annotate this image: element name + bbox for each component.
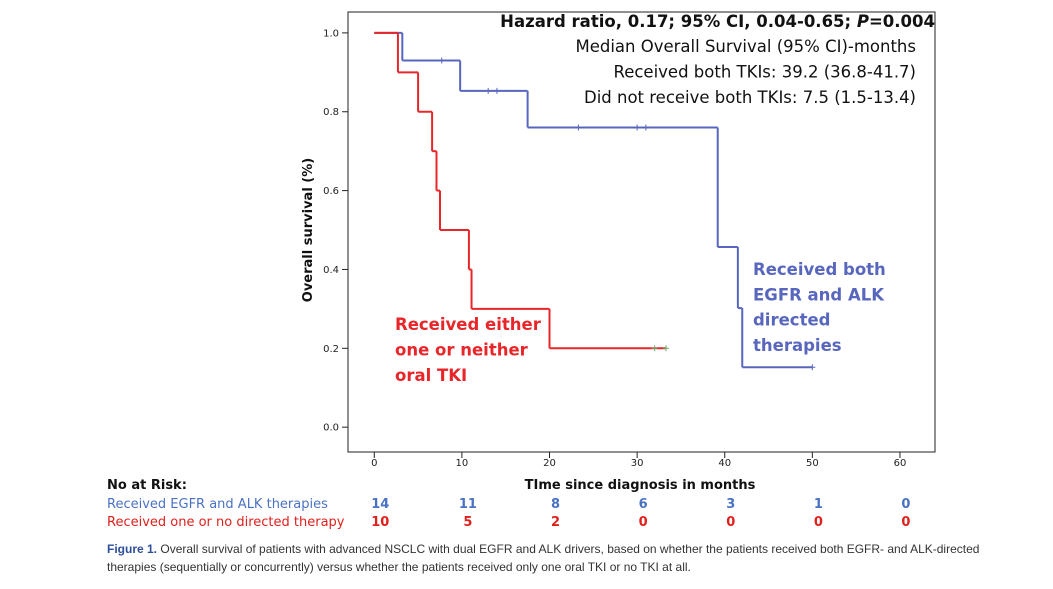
at-risk-row-name: Received EGFR and ALK therapies — [107, 497, 328, 512]
at-risk-count: 14 — [371, 497, 389, 512]
hazard-text: Hazard ratio, 0.17; 95% CI, 0.04-0.65; — [500, 12, 857, 31]
annotation-line: Received both TKIs: 39.2 (36.8-41.7) — [613, 63, 916, 82]
p-label: P — [857, 12, 869, 31]
y-tick-label: 0.4 — [323, 265, 339, 276]
censor-mark — [493, 87, 500, 94]
x-tick-label: 60 — [894, 458, 907, 469]
caption: Figure 1. Overall survival of patients w… — [107, 540, 1022, 576]
hazard-line: Hazard ratio, 0.17; 95% CI, 0.04-0.65; P… — [500, 12, 935, 31]
y-axis-label: Overall survival (%) — [301, 158, 316, 302]
at-risk-count: 5 — [463, 515, 472, 530]
at-risk-count: 0 — [901, 515, 910, 530]
x-tick-label: 10 — [456, 458, 469, 469]
censor-mark — [438, 57, 445, 64]
at-risk-count: 1 — [814, 497, 823, 512]
censor-mark — [809, 364, 816, 371]
x-tick-label: 40 — [718, 458, 731, 469]
at-risk-count: 0 — [639, 515, 648, 530]
curve-label: directed — [753, 311, 830, 330]
x-tick-label: 30 — [631, 458, 644, 469]
at-risk-count: 10 — [371, 515, 389, 530]
x-tick-label: 20 — [543, 458, 556, 469]
curve-label: therapies — [753, 336, 842, 355]
censor-mark — [642, 124, 649, 131]
censor-mark — [575, 124, 582, 131]
at-risk-count: 6 — [639, 497, 648, 512]
x-tick-label: 50 — [806, 458, 819, 469]
chart: Hazard ratio, 0.17; 95% CI, 0.04-0.65; P… — [107, 11, 936, 530]
p-value: =0.004 — [869, 12, 935, 31]
at-risk-count: 0 — [901, 497, 910, 512]
censor-mark — [634, 124, 641, 131]
at-risk-count: 2 — [551, 515, 560, 530]
at-risk-title: No at Risk: — [107, 478, 187, 493]
caption-text: Overall survival of patients with advanc… — [107, 542, 980, 574]
y-tick-label: 0.0 — [323, 423, 339, 434]
y-tick-label: 0.6 — [323, 186, 339, 197]
at-risk-count: 3 — [726, 497, 735, 512]
censor-mark — [485, 87, 492, 94]
curve-label: one or neither — [395, 341, 529, 360]
at-risk-count: 0 — [726, 515, 735, 530]
at-risk-count: 8 — [551, 497, 560, 512]
censor-mark — [663, 345, 670, 352]
curve-label: oral TKI — [395, 366, 467, 385]
censor-mark — [651, 345, 658, 352]
y-tick-label: 0.2 — [323, 344, 339, 355]
x-axis-label: TIme since diagnosis in months — [525, 478, 756, 493]
curve-label: Received both — [753, 260, 886, 279]
at-risk-count: 11 — [459, 497, 477, 512]
at-risk-count: 0 — [814, 515, 823, 530]
caption-label: Figure 1. — [107, 542, 158, 556]
at-risk-row-name: Received one or no directed therapy — [107, 515, 345, 530]
annotation-line: Did not receive both TKIs: 7.5 (1.5-13.4… — [584, 88, 916, 107]
curve-label: EGFR and ALK — [753, 285, 885, 304]
plot-frame — [347, 11, 936, 453]
x-tick-label: 0 — [371, 458, 377, 469]
curve-label: Received either — [395, 315, 542, 334]
y-tick-label: 0.8 — [323, 107, 339, 118]
annotation-line: Median Overall Survival (95% CI)-months — [575, 37, 916, 56]
y-tick-label: 1.0 — [323, 28, 339, 39]
